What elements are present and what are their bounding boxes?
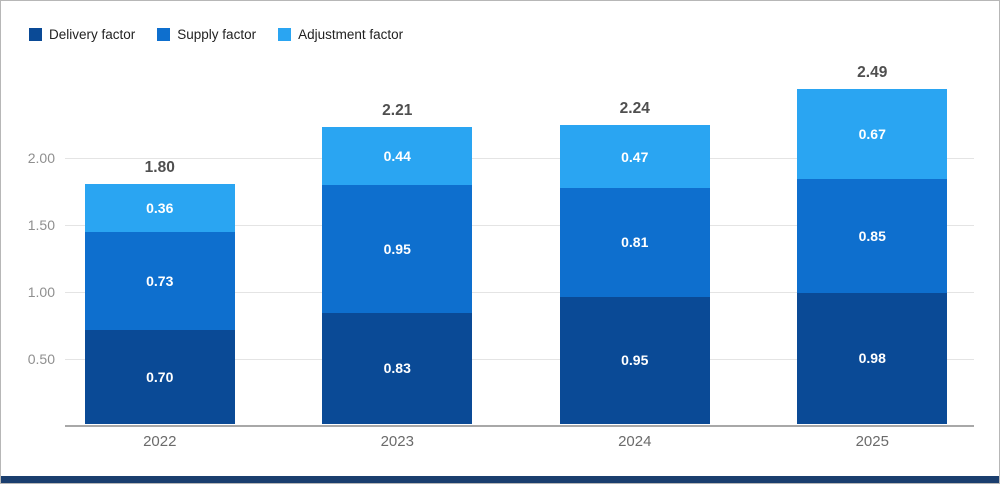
x-axis-category-label: 2022 [143, 433, 177, 450]
legend-swatch-icon [278, 28, 292, 41]
y-axis-tick-label: 0.50 [27, 351, 55, 367]
segment-value-label: 0.95 [383, 241, 411, 258]
x-axis-category-label: 2024 [618, 433, 652, 450]
segment-value-label: 0.44 [383, 148, 411, 164]
legend-swatch-icon [157, 28, 171, 41]
legend-label: Supply factor [177, 27, 257, 42]
bar-segment-delivery-factor: 0.70 [84, 330, 235, 424]
gridline [65, 291, 974, 293]
bar-total-label: 2.21 [382, 101, 413, 119]
bar-2022: 1.80 0.70 0.73 0.36 [84, 159, 235, 424]
segment-value-label: 0.81 [621, 234, 649, 251]
y-axis-tick-label: 1.00 [27, 284, 55, 300]
bar-stack: 0.98 0.85 0.67 [797, 89, 948, 424]
bar-stack: 0.95 0.81 0.47 [559, 125, 710, 424]
legend-label: Delivery factor [49, 27, 136, 42]
x-axis-category-label: 2025 [855, 433, 889, 450]
segment-value-label: 0.70 [146, 369, 174, 386]
bar-segment-adjustment-factor: 0.47 [559, 125, 710, 189]
bar-total-label: 2.49 [857, 64, 888, 82]
bar-segment-adjustment-factor: 0.67 [797, 89, 948, 179]
segment-value-label: 0.67 [858, 125, 886, 142]
segment-value-label: 0.85 [858, 227, 886, 244]
legend-item-supply-factor: Supply factor [157, 27, 256, 42]
bar-stack: 0.70 0.73 0.36 [84, 184, 235, 424]
legend-item-delivery-factor: Delivery factor [29, 27, 135, 42]
legend-item-adjustment-factor: Adjustment factor [278, 27, 403, 42]
bar-2023: 2.21 0.83 0.95 0.44 [322, 102, 473, 424]
bar-segment-adjustment-factor: 0.44 [322, 126, 473, 186]
segment-value-label: 0.36 [146, 200, 174, 217]
segment-value-label: 0.83 [383, 360, 411, 377]
bottom-stripe [1, 476, 999, 483]
segment-value-label: 0.98 [858, 350, 886, 367]
bar-segment-delivery-factor: 0.98 [797, 292, 948, 424]
segment-value-label: 0.95 [621, 352, 649, 369]
segment-value-label: 0.47 [621, 148, 649, 165]
bar-stack: 0.83 0.95 0.44 [322, 126, 473, 424]
bar-segment-supply-factor: 0.95 [322, 185, 473, 313]
gridline [65, 157, 974, 159]
legend-swatch-icon [29, 28, 42, 41]
bar-2024: 2.24 0.95 0.81 0.47 [559, 100, 710, 424]
bar-total-label: 2.24 [619, 100, 650, 118]
y-axis-tick-label: 2.00 [27, 150, 55, 166]
bar-segment-delivery-factor: 0.95 [559, 296, 710, 424]
bar-segment-delivery-factor: 0.83 [322, 312, 473, 424]
x-axis-category-label: 2023 [380, 433, 414, 450]
y-axis-tick-label: 1.50 [27, 217, 55, 233]
bar-segment-supply-factor: 0.81 [559, 188, 710, 297]
bar-2025: 2.49 0.98 0.85 0.67 [797, 64, 948, 424]
bar-total-label: 1.80 [144, 159, 175, 177]
x-axis-line [65, 425, 974, 427]
legend-label: Adjustment factor [298, 27, 404, 42]
legend: Delivery factor Supply factor Adjustment f… [29, 27, 403, 42]
bar-segment-adjustment-factor: 0.36 [84, 184, 235, 233]
gridline [65, 224, 974, 226]
gridline [65, 358, 974, 360]
bar-segment-supply-factor: 0.85 [797, 178, 948, 293]
bar-segment-supply-factor: 0.73 [84, 232, 235, 331]
segment-value-label: 0.73 [146, 273, 174, 290]
